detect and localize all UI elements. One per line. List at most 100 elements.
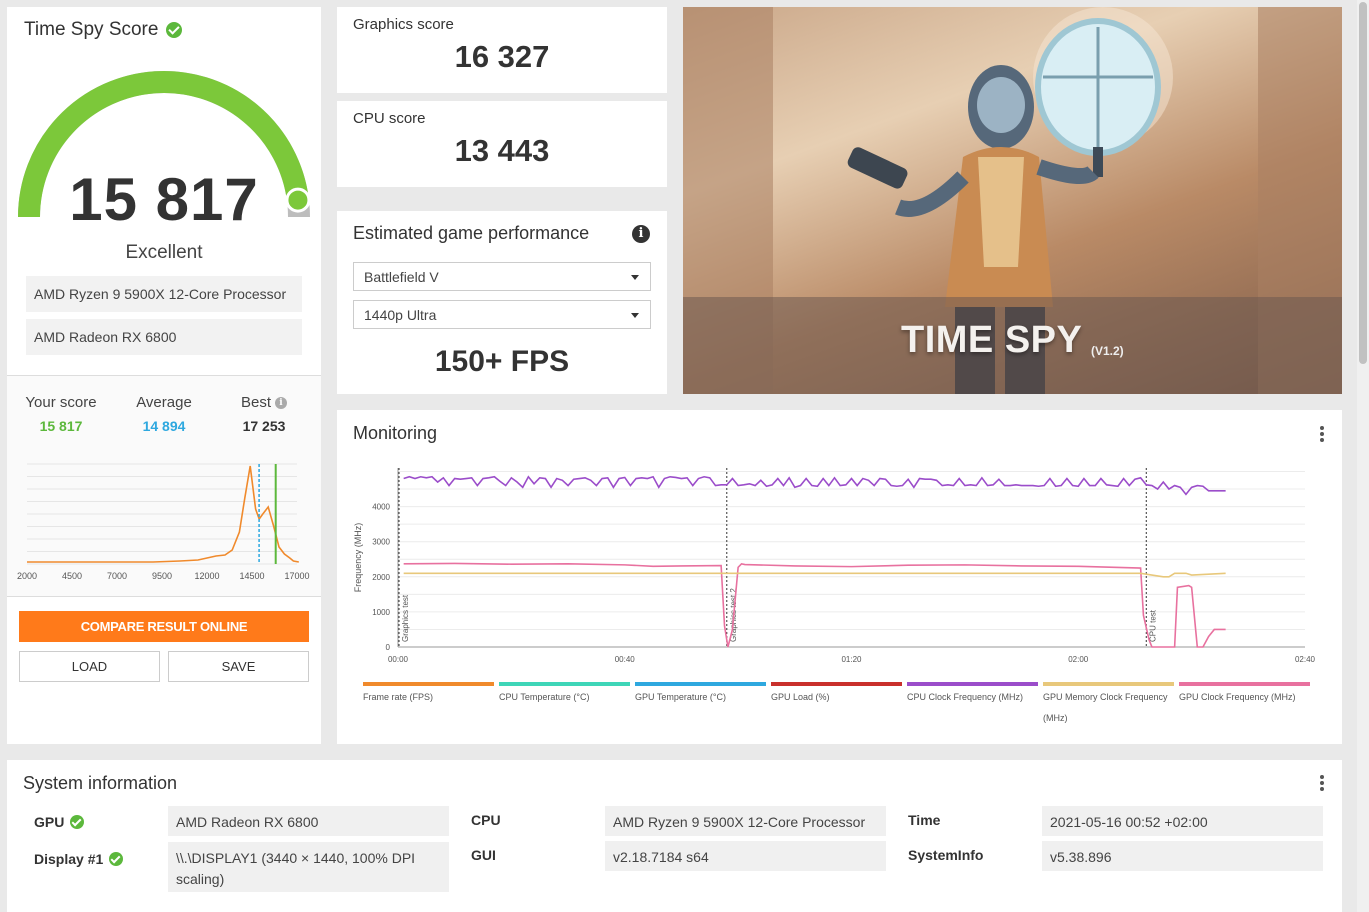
scrollbar-thumb[interactable] — [1359, 2, 1367, 364]
dist-x-tick: 17000 — [284, 571, 309, 581]
hero-version: (V1.2) — [1091, 344, 1124, 358]
load-button[interactable]: LOAD — [19, 651, 160, 682]
monitoring-card: Monitoring 0 1000 2000 3000 4000 00:00 00:40 01… — [337, 410, 1342, 744]
your-score-value: 15 817 — [39, 418, 83, 434]
mon-y-label: Frequency (MHz) — [353, 523, 363, 593]
mon-x-tick: 02:40 — [1295, 655, 1316, 664]
series-line — [403, 562, 1226, 648]
score-title: Time Spy Score — [24, 19, 183, 41]
gui-value: v2.18.7184 s64 — [605, 841, 886, 871]
systeminfo-value: v5.38.896 — [1042, 841, 1323, 871]
graphics-score-card: Graphics score 16 327 — [337, 7, 667, 93]
chevron-down-icon — [631, 313, 639, 318]
game-select-value: Battlefield V — [364, 269, 439, 285]
legend-swatch — [907, 682, 1038, 686]
display-label-text: Display #1 — [34, 851, 104, 867]
preset-select-value: 1440p Ultra — [364, 307, 437, 323]
compare-result-online-button[interactable]: COMPARE RESULT ONLINE — [19, 611, 309, 642]
hero-banner — [683, 297, 1342, 394]
legend-label: CPU Temperature (°C) — [499, 692, 589, 702]
info-icon[interactable]: i — [632, 225, 650, 243]
system-information-title: System information — [23, 773, 178, 793]
best-label-wrap: Best i — [214, 394, 314, 411]
monitoring-chart: 0 1000 2000 3000 4000 00:00 00:40 01:20 02:00 02:… — [353, 468, 1316, 723]
gauge-fill — [18, 71, 309, 218]
gpu-label-text: GPU — [34, 814, 65, 830]
score-card: Time Spy Score 15 817 Excellent AMD Ryze… — [7, 7, 321, 744]
game-performance-title: Estimated game performance — [353, 223, 590, 243]
legend-label: GPU Clock Frequency (MHz) — [1179, 692, 1296, 702]
legend-swatch — [771, 682, 902, 686]
gpu-name-box: AMD Radeon RX 6800 — [26, 319, 302, 355]
score-distribution-chart: 2000 4500 7000 9500 12000 14500 17000 — [17, 463, 310, 581]
display-value: \\.\DISPLAY1 (3440 × 1440, 100% DPI scal… — [168, 842, 449, 892]
mon-y-tick: 3000 — [372, 538, 390, 547]
score-rating: Excellent — [125, 242, 203, 263]
dist-x-tick: 4500 — [62, 571, 82, 581]
average-label: Average — [136, 394, 192, 411]
legend-label: Frame rate (FPS) — [363, 692, 433, 702]
mon-x-tick: 01:20 — [841, 655, 862, 664]
verified-check-icon — [109, 852, 124, 866]
average-stat: Average 14 894 — [114, 394, 214, 434]
mon-y-tick: 4000 — [372, 503, 390, 512]
mon-x-tick: 00:40 — [615, 655, 636, 664]
cpu-score-card: CPU score 13 443 — [337, 101, 667, 187]
mon-y-tick: 1000 — [372, 608, 390, 617]
graphics-score-title: Graphics score — [353, 16, 454, 33]
cpu-value: AMD Ryzen 9 5900X 12-Core Processor — [605, 806, 886, 836]
series-line — [403, 475, 1226, 496]
your-score-label: Your score — [25, 394, 97, 411]
best-stat: Best i 17 253 — [214, 394, 314, 434]
dist-curve — [27, 465, 299, 563]
legend-swatch — [635, 682, 766, 686]
game-performance-card: Estimated game performance i Battlefield… — [337, 211, 667, 394]
save-button[interactable]: SAVE — [168, 651, 309, 682]
dist-x-tick: 14500 — [239, 571, 264, 581]
verified-check-icon — [70, 815, 85, 829]
mon-x-tick: 02:00 — [1068, 655, 1089, 664]
mon-y-tick: 0 — [386, 643, 391, 652]
score-stats: Your score 15 817 Average 14 894 Best i … — [7, 375, 321, 597]
dist-x-tick: 12000 — [194, 571, 219, 581]
test-marker-label: CPU test — [1148, 609, 1157, 642]
game-select[interactable]: Battlefield V — [353, 262, 651, 291]
systeminfo-label: SystemInfo — [908, 847, 984, 863]
gpu-label: GPU — [34, 814, 85, 830]
dist-x-tick: 7000 — [107, 571, 127, 581]
legend-label: CPU Clock Frequency (MHz) — [907, 692, 1023, 702]
mon-x-tick: 00:00 — [388, 655, 409, 664]
best-value: 17 253 — [242, 418, 286, 434]
test-marker-label: Graphics test — [401, 594, 410, 642]
preset-select[interactable]: 1440p Ultra — [353, 300, 651, 329]
cpu-label: CPU — [471, 812, 501, 828]
verified-check-icon — [166, 22, 183, 38]
gpu-value: AMD Radeon RX 6800 — [168, 806, 449, 836]
cpu-score-title: CPU score — [353, 110, 426, 127]
cpu-score-value: 13 443 — [454, 133, 550, 168]
best-label: Best — [240, 394, 271, 411]
legend-swatch — [1043, 682, 1174, 686]
display-label: Display #1 — [34, 851, 124, 867]
best-info-icon[interactable]: i — [275, 396, 287, 409]
gauge-knob — [285, 187, 311, 213]
monitoring-menu-icon[interactable] — [1320, 426, 1324, 444]
total-score: 15 817 — [69, 166, 259, 233]
average-value: 14 894 — [142, 418, 186, 434]
benchmark-hero-image: TIME SPY (V1.2) — [683, 7, 1342, 394]
legend-label: GPU Temperature (°C) — [635, 692, 726, 702]
monitoring-title: Monitoring — [353, 423, 438, 443]
estimated-fps: 150+ FPS — [434, 345, 570, 378]
your-score-stat: Your score 15 817 — [11, 394, 111, 434]
gui-label: GUI — [471, 847, 496, 863]
hero-title: TIME SPY — [901, 319, 1083, 361]
dist-x-tick: 2000 — [17, 571, 37, 581]
legend-label: GPU Memory Clock Frequency (MHz) — [1043, 692, 1168, 723]
system-information-card: System information GPU AMD Radeon RX 680… — [7, 760, 1342, 912]
time-value: 2021-05-16 00:52 +02:00 — [1042, 806, 1323, 836]
mon-y-tick: 2000 — [372, 573, 390, 582]
series-line — [403, 572, 1226, 578]
legend-label: GPU Load (%) — [771, 692, 830, 702]
system-info-menu-icon[interactable] — [1320, 775, 1324, 793]
dist-x-tick: 9500 — [152, 571, 172, 581]
